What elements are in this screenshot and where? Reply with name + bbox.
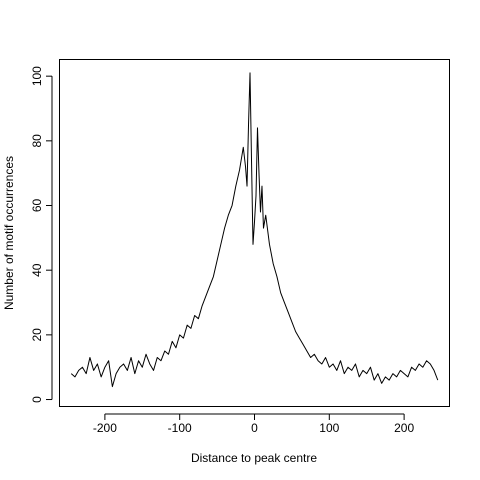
y-tick-label: 0	[30, 396, 44, 403]
x-tick-label: -200	[93, 421, 117, 435]
y-tick-label: 100	[30, 66, 44, 86]
x-tick-label: -100	[168, 421, 192, 435]
x-axis: -200 -100 0 100 200	[93, 413, 414, 435]
x-tick-label: 0	[251, 421, 258, 435]
y-axis-label: Number of motif occurrences	[2, 156, 16, 310]
x-tick-label: 200	[394, 421, 414, 435]
x-axis-label: Distance to peak centre	[191, 451, 317, 465]
x-tick-label: 100	[319, 421, 339, 435]
y-tick-label: 60	[30, 199, 44, 213]
y-tick-label: 40	[30, 263, 44, 277]
plot-frame	[59, 59, 450, 407]
series-layer	[70, 72, 439, 388]
series-line-0	[70, 72, 439, 388]
y-tick-label: 80	[30, 134, 44, 148]
y-axis: 0 20 40 60 80 100	[30, 66, 53, 403]
y-tick-label: 20	[30, 328, 44, 342]
